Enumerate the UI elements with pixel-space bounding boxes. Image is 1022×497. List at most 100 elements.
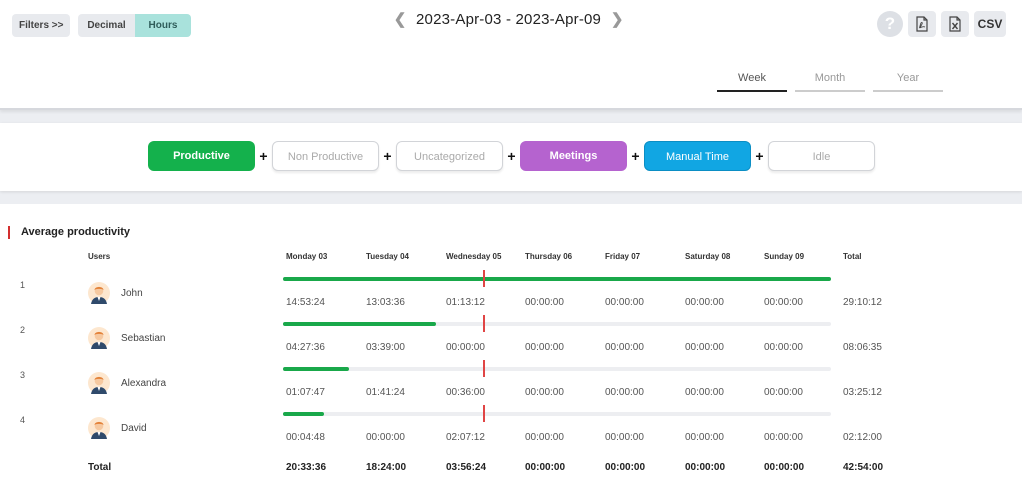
productivity-bar-track <box>283 412 831 416</box>
category-idle-button[interactable]: Idle <box>768 141 875 171</box>
format-toggle: Decimal Hours <box>78 14 191 37</box>
tab-month[interactable]: Month <box>795 72 865 92</box>
average-marker <box>483 270 485 287</box>
day-time-cell: 00:00:00 <box>446 342 485 353</box>
user-name[interactable]: David <box>121 423 147 434</box>
total-time-cell: 08:06:35 <box>843 342 882 353</box>
tab-week[interactable]: Week <box>717 72 787 92</box>
productivity-bar-track <box>283 277 831 281</box>
column-header-day: Saturday 08 <box>685 252 731 261</box>
user-name[interactable]: Sebastian <box>121 333 166 344</box>
day-time-cell: 00:00:00 <box>764 342 803 353</box>
day-time-cell: 00:04:48 <box>286 432 325 443</box>
plus-symbol: + <box>631 148 640 164</box>
date-range-selector: ❮ 2023-Apr-03 - 2023-Apr-09 ❯ <box>390 8 627 30</box>
day-time-cell: 03:39:00 <box>366 342 405 353</box>
user-name[interactable]: Alexandra <box>121 378 167 389</box>
export-icons: ? CSV <box>877 11 1006 37</box>
day-time-cell: 00:00:00 <box>764 297 803 308</box>
day-time-cell: 01:13:12 <box>446 297 485 308</box>
plus-symbol: + <box>383 148 392 164</box>
column-header-day: Friday 07 <box>605 252 641 261</box>
avatar <box>88 327 110 349</box>
row-number: 2 <box>20 325 26 335</box>
row-number: 1 <box>20 280 26 290</box>
toolbar-panel: Filters >> Decimal Hours ❮ 2023-Apr-03 -… <box>0 0 1022 110</box>
average-marker <box>483 360 485 377</box>
day-time-cell: 02:07:12 <box>446 432 485 443</box>
totals-day-cell: 00:00:00 <box>605 462 646 473</box>
day-time-cell: 00:00:00 <box>366 432 405 443</box>
day-time-cell: 00:00:00 <box>605 387 644 398</box>
column-header-day: Thursday 06 <box>525 252 573 261</box>
day-time-cell: 00:00:00 <box>605 342 644 353</box>
plus-symbol: + <box>507 148 516 164</box>
totals-day-cell: 20:33:36 <box>286 462 327 473</box>
excel-export-button[interactable] <box>941 11 969 37</box>
hours-toggle-button[interactable]: Hours <box>135 14 191 37</box>
column-header-total: Total <box>843 252 862 261</box>
productivity-bar-fill <box>283 412 325 416</box>
category-non-productive-button[interactable]: Non Productive <box>272 141 379 171</box>
day-time-cell: 00:00:00 <box>685 342 724 353</box>
section-title: Average productivity <box>8 226 130 239</box>
pdf-file-icon <box>916 16 928 32</box>
csv-export-button[interactable]: CSV <box>974 11 1006 37</box>
column-header-users: Users <box>88 252 111 261</box>
average-marker <box>483 405 485 422</box>
day-time-cell: 00:00:00 <box>685 432 724 443</box>
productivity-bar-fill <box>283 277 831 281</box>
avatar <box>88 372 110 394</box>
help-icon[interactable]: ? <box>877 11 903 37</box>
chevron-left-icon[interactable]: ❮ <box>393 11 407 28</box>
filters-button[interactable]: Filters >> <box>12 14 71 37</box>
day-time-cell: 13:03:36 <box>366 297 405 308</box>
productivity-bar-track <box>283 322 831 326</box>
column-header-day: Monday 03 <box>286 252 328 261</box>
column-header-day: Sunday 09 <box>764 252 805 261</box>
day-time-cell: 01:07:47 <box>286 387 325 398</box>
decimal-toggle-button[interactable]: Decimal <box>78 14 135 37</box>
totals-day-cell: 00:00:00 <box>525 462 566 473</box>
category-manual-time-button[interactable]: Manual Time <box>644 141 751 171</box>
totals-label: Total <box>88 462 112 473</box>
category-filter-row: Productive + Non Productive + Uncategori… <box>148 141 875 171</box>
avatar <box>88 282 110 304</box>
day-time-cell: 00:00:00 <box>525 297 564 308</box>
plus-symbol: + <box>259 148 268 164</box>
day-time-cell: 00:00:00 <box>685 297 724 308</box>
totals-day-cell: 00:00:00 <box>764 462 805 473</box>
row-number: 3 <box>20 370 26 380</box>
day-time-cell: 00:00:00 <box>685 387 724 398</box>
avatar <box>88 417 110 439</box>
total-time-cell: 29:10:12 <box>843 297 882 308</box>
tab-year[interactable]: Year <box>873 72 943 92</box>
category-meetings-button[interactable]: Meetings <box>520 141 627 171</box>
totals-day-cell: 03:56:24 <box>446 462 487 473</box>
chevron-right-icon[interactable]: ❯ <box>610 11 624 28</box>
category-productive-button[interactable]: Productive <box>148 141 255 171</box>
period-tabs: Week Month Year <box>717 72 943 92</box>
category-uncategorized-button[interactable]: Uncategorized <box>396 141 503 171</box>
row-number: 4 <box>20 415 26 425</box>
category-panel: Productive + Non Productive + Uncategori… <box>0 123 1022 191</box>
day-time-cell: 00:00:00 <box>525 387 564 398</box>
day-time-cell: 00:00:00 <box>525 432 564 443</box>
total-time-cell: 03:25:12 <box>843 387 882 398</box>
totals-grand-total: 42:54:00 <box>843 462 884 473</box>
day-time-cell: 00:00:00 <box>764 432 803 443</box>
total-time-cell: 02:12:00 <box>843 432 882 443</box>
day-time-cell: 00:00:00 <box>764 387 803 398</box>
productivity-bar-track <box>283 367 831 371</box>
day-time-cell: 00:00:00 <box>605 432 644 443</box>
totals-day-cell: 00:00:00 <box>685 462 726 473</box>
average-marker <box>483 315 485 332</box>
day-time-cell: 00:00:00 <box>605 297 644 308</box>
productivity-bar-fill <box>283 367 349 371</box>
pdf-export-button[interactable] <box>908 11 936 37</box>
totals-day-cell: 18:24:00 <box>366 462 407 473</box>
productivity-bar-fill <box>283 322 437 326</box>
user-name[interactable]: John <box>121 288 143 299</box>
day-time-cell: 00:36:00 <box>446 387 485 398</box>
day-time-cell: 00:00:00 <box>525 342 564 353</box>
